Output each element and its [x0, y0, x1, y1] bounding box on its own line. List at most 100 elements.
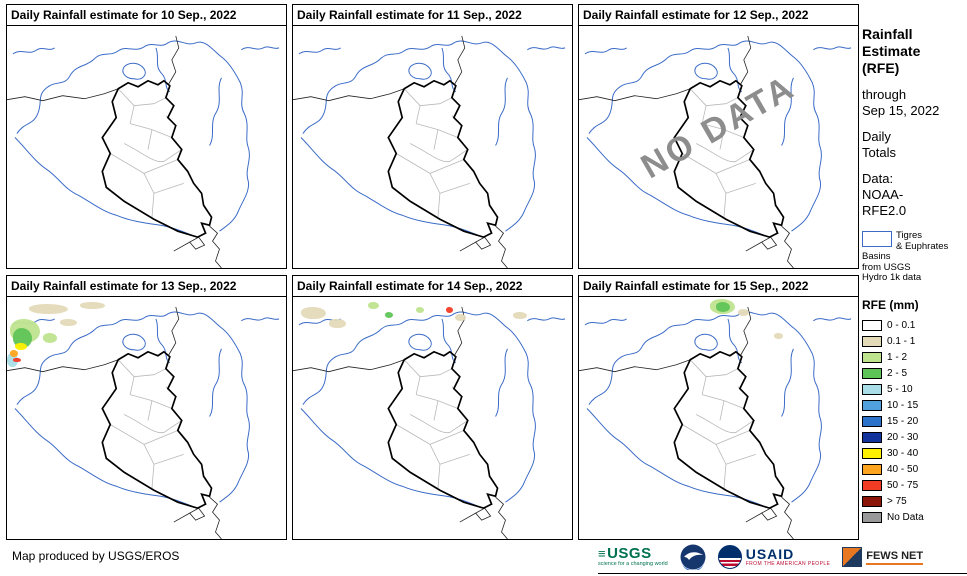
tigris-euphrates-basin-map	[7, 35, 280, 268]
legend-row: No Data	[862, 510, 964, 526]
usgs-logo: ≡USGS science for a changing world	[598, 546, 668, 568]
legend-swatch	[862, 480, 882, 491]
panel-map	[293, 26, 572, 268]
tigris-euphrates-basin-map	[7, 306, 280, 539]
rainfall-patch	[368, 301, 380, 310]
rainfall-patch	[60, 318, 77, 327]
sidebar-period: Daily Totals	[862, 129, 896, 160]
noaa-logo	[680, 544, 706, 570]
usaid-text: USAID	[745, 546, 795, 562]
basin-outline-swatch	[862, 231, 892, 247]
legend-swatch	[862, 448, 882, 459]
legend-label: No Data	[887, 512, 924, 523]
map-credit: Map produced by USGS/EROS	[12, 549, 180, 563]
panel-map	[293, 297, 572, 539]
sidebar-through-date: through Sep 15, 2022	[862, 87, 940, 118]
usgs-text: USGS	[607, 545, 652, 562]
rainfall-patch	[415, 306, 425, 313]
legend-swatch	[862, 368, 882, 379]
legend-label: 2 - 5	[887, 368, 908, 379]
rainfall-patch	[513, 311, 528, 319]
rainfall-patch	[738, 309, 750, 317]
panel-map	[7, 26, 286, 268]
legend-swatch	[862, 464, 882, 475]
rainfall-patch	[454, 313, 466, 322]
rainfall-patch	[715, 301, 730, 312]
legend-swatch	[862, 416, 882, 427]
usaid-logo: USAID FROM THE AMERICAN PEOPLE	[717, 545, 831, 569]
rainfall-patch	[446, 306, 454, 313]
legend-label: 1 - 2	[887, 352, 908, 363]
fewsnet-logo: FEWS NET	[842, 547, 924, 567]
map-panel-grid: Daily Rainfall estimate for 10 Sep., 202…	[6, 4, 859, 540]
usaid-icon	[717, 545, 742, 569]
legend-row: 2 - 5	[862, 366, 964, 382]
legend-swatch	[862, 384, 882, 395]
panel-map: NO DATA	[579, 26, 858, 268]
map-panel: Daily Rainfall estimate for 15 Sep., 202…	[578, 275, 859, 540]
rainfall-patch	[9, 350, 19, 358]
legend-swatch	[862, 400, 882, 411]
legend-row: 10 - 15	[862, 398, 964, 414]
legend-row: 30 - 40	[862, 446, 964, 462]
legend-row: > 75	[862, 494, 964, 510]
rainfall-patch	[774, 333, 783, 340]
usaid-tagline: FROM THE AMERICAN PEOPLE	[745, 561, 831, 567]
panel-map	[7, 297, 286, 539]
legend-row: 50 - 75	[862, 478, 964, 494]
basin-legend: Tigres & Euphrates Basins from USGS Hydr…	[862, 230, 964, 284]
panel-title: Daily Rainfall estimate for 15 Sep., 202…	[579, 276, 858, 297]
logo-strip: ≡USGS science for a changing world USAID…	[598, 542, 924, 572]
panel-title: Daily Rainfall estimate for 12 Sep., 202…	[579, 5, 858, 26]
legend-swatch	[862, 432, 882, 443]
panel-map	[579, 297, 858, 539]
panel-title: Daily Rainfall estimate for 14 Sep., 202…	[293, 276, 572, 297]
legend-swatch	[862, 320, 882, 331]
rainfall-patch	[329, 318, 346, 329]
rainfall-patch	[79, 301, 105, 310]
legend-label: 0 - 0.1	[887, 320, 916, 331]
legend-row: 15 - 20	[862, 414, 964, 430]
panel-title: Daily Rainfall estimate for 11 Sep., 202…	[293, 5, 572, 26]
legend-swatch	[862, 512, 882, 523]
legend-row: 40 - 50	[862, 462, 964, 478]
usgs-icon: ≡	[598, 546, 607, 561]
legend-label: 0.1 - 1	[887, 336, 916, 347]
rainfall-patch	[29, 304, 69, 314]
tigris-euphrates-basin-map	[293, 306, 566, 539]
usgs-wordmark: ≡USGS	[598, 546, 652, 561]
legend-row: 1 - 2	[862, 350, 964, 366]
usgs-tagline: science for a changing world	[598, 561, 668, 567]
legend-swatch	[862, 352, 882, 363]
legend-label: 15 - 20	[887, 416, 919, 427]
legend-label: 50 - 75	[887, 480, 919, 491]
rainfall-patch	[15, 342, 27, 351]
map-panel: Daily Rainfall estimate for 13 Sep., 202…	[6, 275, 287, 540]
legend-row: 0 - 0.1	[862, 318, 964, 334]
legend-label: > 75	[887, 496, 907, 507]
panel-title: Daily Rainfall estimate for 13 Sep., 202…	[7, 276, 286, 297]
legend-row: 5 - 10	[862, 382, 964, 398]
legend-row: 0.1 - 1	[862, 334, 964, 350]
fewsnet-text: FEWS NET	[866, 550, 924, 565]
legend-swatch	[862, 496, 882, 507]
legend-label: 20 - 30	[887, 432, 919, 443]
map-panel: Daily Rainfall estimate for 11 Sep., 202…	[292, 4, 573, 269]
tigris-euphrates-basin-map	[293, 35, 566, 268]
map-panel: Daily Rainfall estimate for 10 Sep., 202…	[6, 4, 287, 269]
footer-rule	[598, 573, 967, 574]
rfe-legend: 0 - 0.1 0.1 - 1 1 - 2 2 - 5 5 - 10 10 - 15 15 …	[862, 318, 964, 526]
rainfall-patch	[43, 333, 58, 343]
rainfall-patch	[12, 357, 21, 363]
sidebar-title: Rainfall Estimate (RFE)	[862, 26, 921, 76]
rfe-legend-title: RFE (mm)	[862, 297, 919, 312]
tigris-euphrates-basin-map	[579, 306, 852, 539]
sidebar-data-source: Data: NOAA- RFE2.0	[862, 171, 907, 218]
tigris-euphrates-basin-map	[579, 35, 852, 268]
legend-label: 40 - 50	[887, 464, 919, 475]
rainfall-patch	[385, 311, 394, 318]
sidebar: Rainfall Estimate (RFE) through Sep 15, …	[862, 26, 964, 526]
legend-label: 30 - 40	[887, 448, 919, 459]
legend-row: 20 - 30	[862, 430, 964, 446]
